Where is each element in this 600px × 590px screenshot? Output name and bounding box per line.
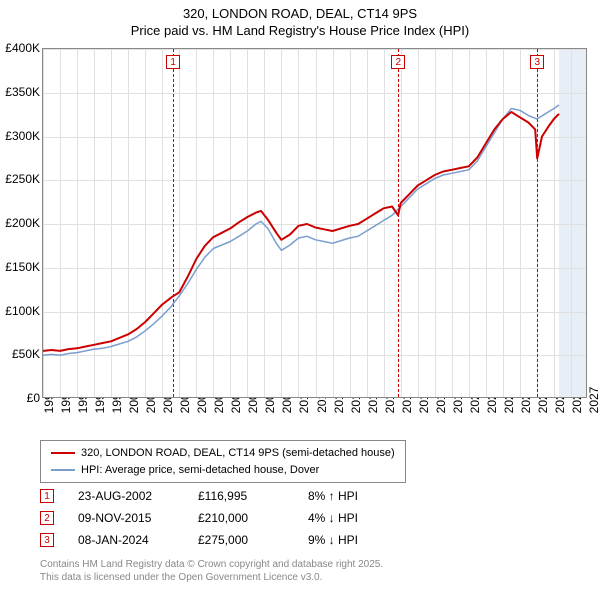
xtick-label: 2027: [587, 387, 600, 414]
event-row: 2 09-NOV-2015£210,0004% ↓ HPI: [40, 507, 408, 529]
ytick-label: £150K: [0, 260, 40, 274]
ytick-label: £100K: [0, 304, 40, 318]
event-price: £210,000: [198, 511, 308, 525]
event-table: 1 23-AUG-2002£116,9958% ↑ HPI 2 09-NOV-2015…: [40, 485, 408, 551]
series-price_paid: [43, 112, 559, 351]
series-svg: [43, 49, 587, 398]
event-date: 23-AUG-2002: [78, 489, 198, 503]
ytick-label: £400K: [0, 41, 40, 55]
attribution-line: This data is licensed under the Open Gov…: [40, 572, 383, 585]
event-number-box: 2: [40, 511, 54, 525]
event-number-box: 3: [40, 533, 54, 547]
event-diff: 9% ↓ HPI: [308, 533, 408, 547]
title-line-2: Price paid vs. HM Land Registry's House …: [0, 23, 600, 40]
ytick-label: £250K: [0, 172, 40, 186]
title-block: 320, LONDON ROAD, DEAL, CT14 9PS Price p…: [0, 0, 600, 40]
legend-swatch: [51, 452, 75, 454]
event-row: 3 08-JAN-2024£275,0009% ↓ HPI: [40, 529, 408, 551]
ytick-label: £300K: [0, 129, 40, 143]
chart-container: 320, LONDON ROAD, DEAL, CT14 9PS Price p…: [0, 0, 600, 590]
legend: 320, LONDON ROAD, DEAL, CT14 9PS (semi-d…: [40, 440, 406, 483]
legend-item-price-paid: 320, LONDON ROAD, DEAL, CT14 9PS (semi-d…: [51, 445, 395, 462]
ytick-label: £200K: [0, 216, 40, 230]
ytick-label: £0: [0, 391, 40, 405]
legend-item-hpi: HPI: Average price, semi-detached house,…: [51, 462, 395, 479]
attribution: Contains HM Land Registry data © Crown c…: [40, 559, 383, 584]
event-price: £275,000: [198, 533, 308, 547]
event-diff: 8% ↑ HPI: [308, 489, 408, 503]
series-hpi: [43, 105, 559, 355]
legend-swatch: [51, 469, 75, 471]
legend-label: 320, LONDON ROAD, DEAL, CT14 9PS (semi-d…: [81, 445, 395, 462]
event-price: £116,995: [198, 489, 308, 503]
ytick-label: £50K: [0, 347, 40, 361]
legend-label: HPI: Average price, semi-detached house,…: [81, 462, 319, 479]
title-line-1: 320, LONDON ROAD, DEAL, CT14 9PS: [0, 6, 600, 23]
event-diff: 4% ↓ HPI: [308, 511, 408, 525]
ytick-label: £350K: [0, 85, 40, 99]
event-number-box: 1: [40, 489, 54, 503]
event-row: 1 23-AUG-2002£116,9958% ↑ HPI: [40, 485, 408, 507]
plot-area: 123: [42, 48, 587, 398]
event-date: 09-NOV-2015: [78, 511, 198, 525]
attribution-line: Contains HM Land Registry data © Crown c…: [40, 559, 383, 572]
event-date: 08-JAN-2024: [78, 533, 198, 547]
